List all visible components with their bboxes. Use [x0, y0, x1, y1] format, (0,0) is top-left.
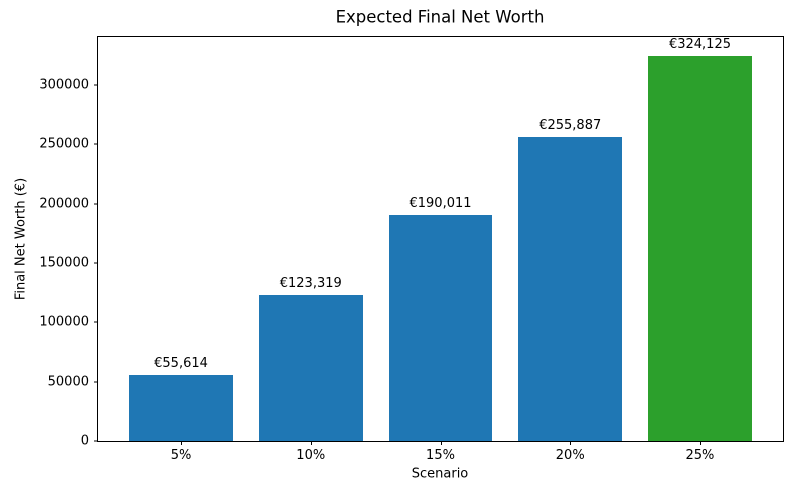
y-tick-label: 300000 [39, 77, 89, 93]
x-tick-label: 25% [685, 448, 715, 463]
bar-value-label: €55,614 [154, 355, 208, 371]
y-tick-label: 50000 [47, 374, 89, 390]
x-tick [440, 441, 442, 445]
y-tick-label: 200000 [39, 196, 89, 212]
chart-title: Expected Final Net Worth [335, 7, 545, 27]
bar-value-label: €324,125 [668, 37, 731, 53]
bar-value-label: €123,319 [279, 275, 342, 291]
y-tick [94, 84, 98, 86]
bar [518, 137, 623, 441]
x-tick [699, 441, 701, 445]
y-tick [94, 143, 98, 145]
x-tick [310, 441, 312, 445]
y-tick [94, 262, 98, 264]
x-tick [181, 441, 183, 445]
plot-area: 0 50000 100000 150000 200000 250000 300000 €55,… [39, 36, 784, 463]
y-tick [94, 321, 98, 323]
x-tick [570, 441, 572, 445]
x-tick-label: 5% [170, 448, 192, 463]
bar-value-label: €255,887 [539, 118, 602, 134]
y-tick-label: 100000 [39, 314, 89, 330]
y-tick [94, 203, 98, 205]
bar [129, 374, 233, 441]
x-tick-label: 20% [555, 448, 585, 463]
x-tick-label: 15% [426, 448, 455, 463]
y-axis-label: Final Net Worth (€) [13, 177, 29, 301]
y-tick-label: 250000 [39, 136, 89, 152]
x-axis-label: Scenario [411, 466, 469, 482]
y-tick-label: 150000 [39, 255, 89, 271]
bar [258, 294, 363, 441]
y-tick [94, 440, 98, 442]
bar [648, 56, 752, 441]
bar-value-label: €190,011 [409, 196, 472, 212]
y-tick [94, 381, 98, 383]
bar [388, 215, 493, 441]
y-tick-label: 0 [80, 433, 89, 449]
x-tick-label: 10% [296, 448, 326, 463]
